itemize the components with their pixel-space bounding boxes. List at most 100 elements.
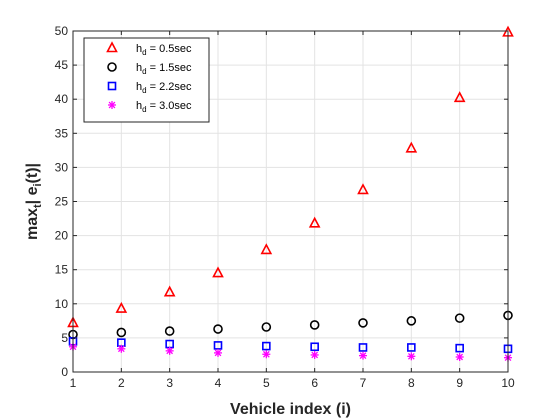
x-tick-label: 7 [360,376,367,390]
data-point [453,91,466,103]
legend-box [83,37,210,123]
legend-item: hd = 1.5sec [107,62,192,76]
triangle-marker [115,301,128,313]
asterisk-marker [214,348,222,357]
legend-label-rest: = 2.2sec [147,81,192,93]
square-marker [213,341,223,350]
asterisk-marker [310,350,319,359]
legend-label-base: h [136,81,142,93]
triangle-marker [163,285,176,297]
square-marker [407,343,416,352]
legend-label: hd = 2.2sec [136,81,192,95]
legend-label: hd = 3.0sec [136,100,192,114]
x-tick-label: 4 [215,376,222,390]
data-point [262,341,271,351]
triangle-marker [357,183,369,195]
y-tick-label: 15 [55,263,69,277]
asterisk-marker [455,352,464,361]
data-point [261,322,272,332]
data-point [212,266,224,278]
circle-marker [213,324,223,334]
y-tick-label: 20 [55,229,69,243]
y-axis-title-sub-t: t [32,204,44,208]
data-point [406,316,417,326]
legend-label-subscript: d [142,67,146,76]
data-point [358,343,368,352]
y-axis-title-middle: | e [24,186,41,204]
triangle-marker [453,91,466,103]
data-point [116,327,127,338]
square-marker [262,341,271,351]
triangle-marker [308,216,321,228]
asterisk-marker [359,351,367,360]
x-tick-label: 3 [166,376,173,390]
legend-label-base: h [136,43,142,55]
x-tick-label: 6 [311,376,318,390]
square-marker [358,343,368,352]
y-tick-label: 25 [55,195,69,209]
data-point [213,324,223,334]
data-point [163,285,176,297]
y-tick-label: 30 [55,160,69,174]
circle-marker [107,62,117,72]
asterisk-marker [117,344,126,353]
legend-label-rest: = 1.5sec [147,62,192,74]
data-point [358,318,368,328]
data-point [405,141,418,153]
circle-marker [309,320,320,330]
triangle-marker [212,266,224,278]
legend-label-base: h [136,62,142,74]
data-point [455,343,464,353]
data-point [117,344,126,353]
circle-marker [454,313,465,323]
data-point [165,346,174,355]
y-axis-title-suffix: (t)| [24,163,41,183]
asterisk-marker [165,346,174,355]
triangle-marker [260,243,273,255]
data-point [262,350,271,359]
circle-marker [164,326,175,336]
legend-label-subscript: d [142,105,146,114]
y-tick-label: 40 [55,92,69,106]
data-point [164,326,175,336]
data-point [310,342,319,352]
y-tick-label: 0 [61,365,68,379]
legend-label-base: h [136,100,142,112]
legend-item: hd = 2.2sec [107,81,192,95]
data-point [308,216,321,228]
x-tick-label: 5 [263,376,270,390]
circle-marker [406,316,417,326]
data-point [310,350,319,359]
data-point [213,341,223,350]
data-point [309,320,320,330]
y-axis-title: maxt| ei(t)| [24,163,44,240]
y-tick-label: 35 [55,126,69,140]
asterisk-marker [262,350,271,359]
x-tick-label: 9 [456,376,463,390]
circle-marker [261,322,272,332]
x-tick-label: 2 [118,376,125,390]
asterisk-marker [407,352,416,361]
square-marker [310,342,319,352]
data-point [357,183,369,195]
legend-item: hd = 0.5sec [106,41,192,57]
data-point [260,243,273,255]
data-point [407,343,416,352]
data-point [455,352,464,361]
square-marker [455,343,464,353]
y-tick-label: 10 [55,297,69,311]
y-tick-label: 5 [61,331,68,345]
circle-marker [358,318,368,328]
y-axis-title-prefix: max [24,208,41,240]
triangle-marker [405,141,418,153]
legend-label-rest: = 3.0sec [147,100,192,112]
legend-label-subscript: d [142,48,146,57]
x-tick-label: 1 [70,376,77,390]
data-point [359,351,367,360]
y-tick-label: 50 [55,24,69,38]
x-axis-title: Vehicle index (i) [230,401,351,418]
